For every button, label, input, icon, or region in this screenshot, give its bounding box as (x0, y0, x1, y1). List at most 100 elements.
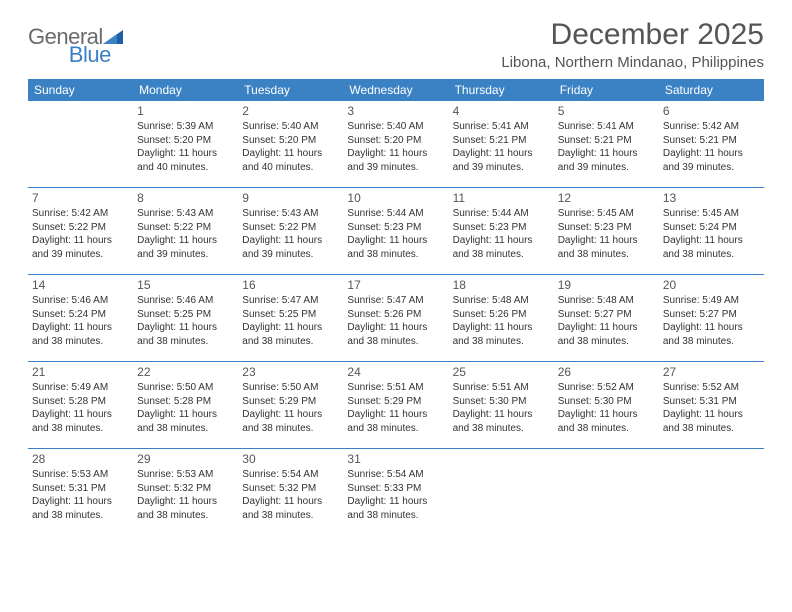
sunrise-text: Sunrise: 5:54 AM (347, 468, 444, 482)
week-row: 7Sunrise: 5:42 AMSunset: 5:22 PMDaylight… (28, 188, 764, 275)
day-cell: 13Sunrise: 5:45 AMSunset: 5:24 PMDayligh… (659, 188, 764, 274)
empty-cell (554, 449, 659, 535)
sunrise-text: Sunrise: 5:45 AM (663, 207, 760, 221)
daylight-text: Daylight: 11 hours (663, 321, 760, 335)
sunrise-text: Sunrise: 5:53 AM (137, 468, 234, 482)
empty-cell (659, 449, 764, 535)
daylight-text: Daylight: 11 hours (242, 495, 339, 509)
sunset-text: Sunset: 5:21 PM (453, 134, 550, 148)
daylight-text: Daylight: 11 hours (137, 495, 234, 509)
daylight-text: and 39 minutes. (32, 248, 129, 262)
sunrise-text: Sunrise: 5:53 AM (32, 468, 129, 482)
sunrise-text: Sunrise: 5:40 AM (242, 120, 339, 134)
day-number: 3 (347, 103, 444, 119)
day-number: 30 (242, 451, 339, 467)
daylight-text: Daylight: 11 hours (453, 321, 550, 335)
day-number: 29 (137, 451, 234, 467)
daylight-text: Daylight: 11 hours (663, 147, 760, 161)
day-number: 11 (453, 190, 550, 206)
sunrise-text: Sunrise: 5:44 AM (453, 207, 550, 221)
calendar-page: General Blue December 2025 Libona, North… (0, 0, 792, 535)
day-number: 10 (347, 190, 444, 206)
daylight-text: Daylight: 11 hours (347, 147, 444, 161)
sunset-text: Sunset: 5:24 PM (663, 221, 760, 235)
daylight-text: and 38 minutes. (558, 422, 655, 436)
day-cell: 21Sunrise: 5:49 AMSunset: 5:28 PMDayligh… (28, 362, 133, 448)
sunset-text: Sunset: 5:32 PM (137, 482, 234, 496)
sunrise-text: Sunrise: 5:43 AM (242, 207, 339, 221)
sunrise-text: Sunrise: 5:50 AM (137, 381, 234, 395)
day-number: 14 (32, 277, 129, 293)
day-number: 16 (242, 277, 339, 293)
week-row: 28Sunrise: 5:53 AMSunset: 5:31 PMDayligh… (28, 449, 764, 535)
daylight-text: and 39 minutes. (453, 161, 550, 175)
sunset-text: Sunset: 5:20 PM (347, 134, 444, 148)
location-text: Libona, Northern Mindanao, Philippines (501, 54, 764, 71)
day-number: 2 (242, 103, 339, 119)
day-cell: 30Sunrise: 5:54 AMSunset: 5:32 PMDayligh… (238, 449, 343, 535)
empty-cell (28, 101, 133, 187)
sunset-text: Sunset: 5:25 PM (137, 308, 234, 322)
sunrise-text: Sunrise: 5:48 AM (558, 294, 655, 308)
daylight-text: and 38 minutes. (137, 509, 234, 523)
weekday-header: Wednesday (343, 79, 448, 101)
sunset-text: Sunset: 5:25 PM (242, 308, 339, 322)
sunrise-text: Sunrise: 5:46 AM (32, 294, 129, 308)
day-cell: 6Sunrise: 5:42 AMSunset: 5:21 PMDaylight… (659, 101, 764, 187)
day-cell: 9Sunrise: 5:43 AMSunset: 5:22 PMDaylight… (238, 188, 343, 274)
daylight-text: and 39 minutes. (242, 248, 339, 262)
sunset-text: Sunset: 5:31 PM (663, 395, 760, 409)
sunset-text: Sunset: 5:32 PM (242, 482, 339, 496)
day-cell: 4Sunrise: 5:41 AMSunset: 5:21 PMDaylight… (449, 101, 554, 187)
day-cell: 17Sunrise: 5:47 AMSunset: 5:26 PMDayligh… (343, 275, 448, 361)
daylight-text: and 38 minutes. (453, 248, 550, 262)
daylight-text: Daylight: 11 hours (32, 321, 129, 335)
daylight-text: and 38 minutes. (32, 422, 129, 436)
week-row: 1Sunrise: 5:39 AMSunset: 5:20 PMDaylight… (28, 101, 764, 188)
daylight-text: and 38 minutes. (137, 335, 234, 349)
day-number: 12 (558, 190, 655, 206)
sunset-text: Sunset: 5:20 PM (242, 134, 339, 148)
day-number: 1 (137, 103, 234, 119)
daylight-text: and 38 minutes. (453, 422, 550, 436)
sunrise-text: Sunrise: 5:45 AM (558, 207, 655, 221)
day-cell: 5Sunrise: 5:41 AMSunset: 5:21 PMDaylight… (554, 101, 659, 187)
sunrise-text: Sunrise: 5:41 AM (453, 120, 550, 134)
sunset-text: Sunset: 5:21 PM (558, 134, 655, 148)
day-cell: 8Sunrise: 5:43 AMSunset: 5:22 PMDaylight… (133, 188, 238, 274)
empty-cell (449, 449, 554, 535)
sunrise-text: Sunrise: 5:52 AM (558, 381, 655, 395)
daylight-text: Daylight: 11 hours (137, 408, 234, 422)
sunset-text: Sunset: 5:22 PM (137, 221, 234, 235)
day-cell: 26Sunrise: 5:52 AMSunset: 5:30 PMDayligh… (554, 362, 659, 448)
day-cell: 12Sunrise: 5:45 AMSunset: 5:23 PMDayligh… (554, 188, 659, 274)
daylight-text: and 38 minutes. (242, 509, 339, 523)
sunset-text: Sunset: 5:20 PM (137, 134, 234, 148)
day-number: 22 (137, 364, 234, 380)
sunset-text: Sunset: 5:28 PM (32, 395, 129, 409)
daylight-text: Daylight: 11 hours (453, 147, 550, 161)
daylight-text: Daylight: 11 hours (32, 408, 129, 422)
sunrise-text: Sunrise: 5:49 AM (663, 294, 760, 308)
day-number: 21 (32, 364, 129, 380)
sunset-text: Sunset: 5:23 PM (347, 221, 444, 235)
brand-logo: General Blue (28, 24, 169, 50)
daylight-text: and 38 minutes. (347, 509, 444, 523)
day-number: 31 (347, 451, 444, 467)
daylight-text: and 39 minutes. (137, 248, 234, 262)
daylight-text: Daylight: 11 hours (558, 408, 655, 422)
daylight-text: Daylight: 11 hours (137, 147, 234, 161)
daylight-text: Daylight: 11 hours (242, 147, 339, 161)
daylight-text: Daylight: 11 hours (453, 408, 550, 422)
day-cell: 16Sunrise: 5:47 AMSunset: 5:25 PMDayligh… (238, 275, 343, 361)
weekday-header: Monday (133, 79, 238, 101)
sunset-text: Sunset: 5:28 PM (137, 395, 234, 409)
day-number: 28 (32, 451, 129, 467)
weekday-header: Saturday (659, 79, 764, 101)
day-cell: 18Sunrise: 5:48 AMSunset: 5:26 PMDayligh… (449, 275, 554, 361)
daylight-text: Daylight: 11 hours (32, 234, 129, 248)
sunset-text: Sunset: 5:27 PM (663, 308, 760, 322)
daylight-text: and 38 minutes. (242, 335, 339, 349)
day-cell: 3Sunrise: 5:40 AMSunset: 5:20 PMDaylight… (343, 101, 448, 187)
day-cell: 15Sunrise: 5:46 AMSunset: 5:25 PMDayligh… (133, 275, 238, 361)
